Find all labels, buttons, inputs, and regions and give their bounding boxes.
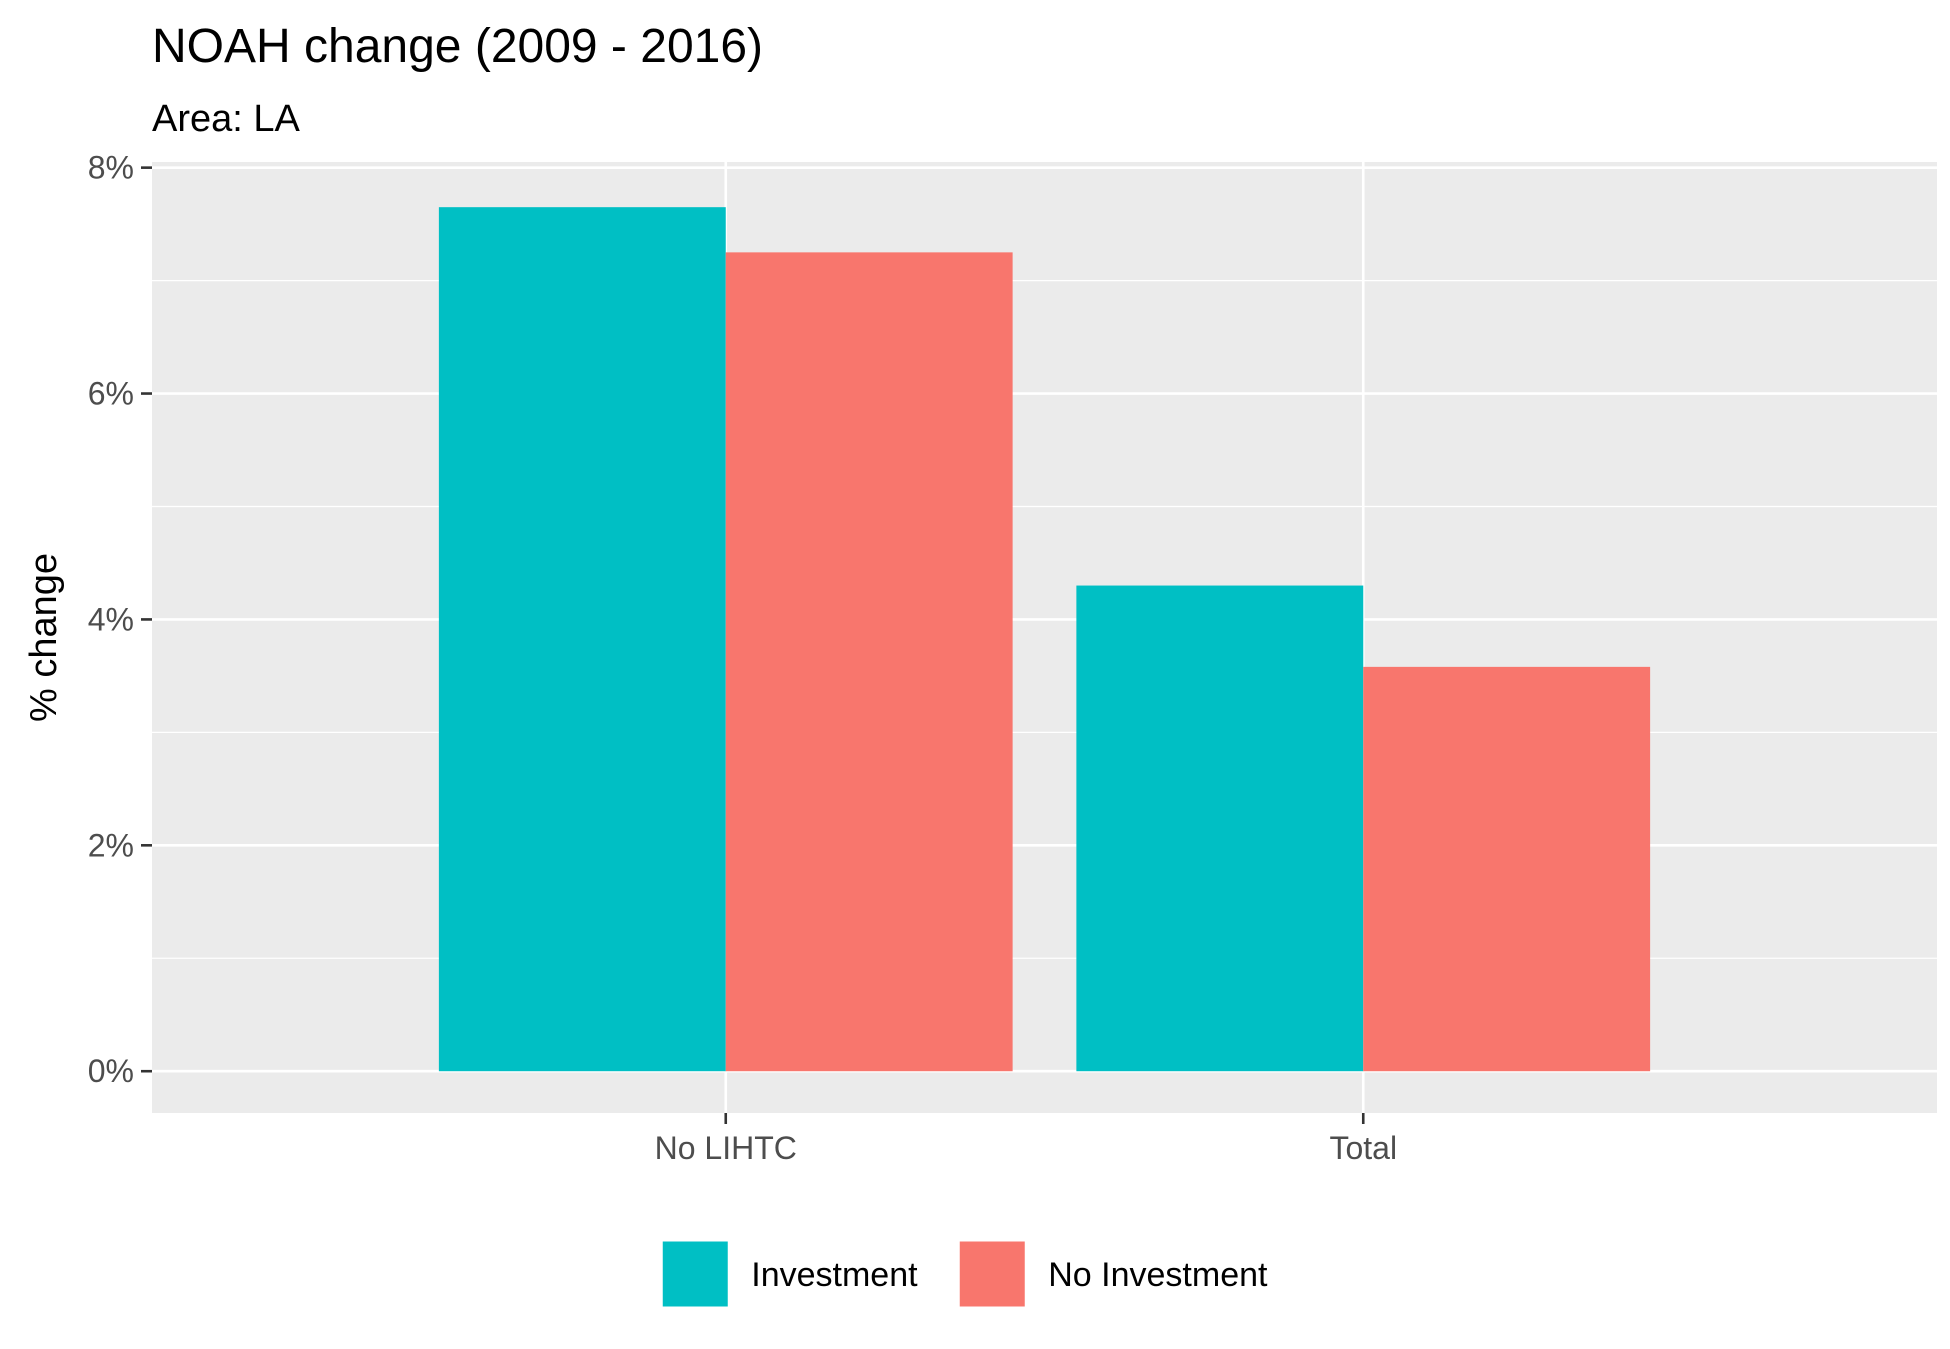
y-axis-title: % change bbox=[23, 553, 65, 722]
legend-key bbox=[659, 1238, 731, 1310]
y-tick-label: 0% bbox=[88, 1053, 134, 1089]
y-tick-label: 4% bbox=[88, 601, 134, 637]
bar bbox=[1076, 585, 1364, 1072]
bar bbox=[438, 207, 726, 1072]
axes: 0% 2% 4% 6% 8% No LIHTC Total bbox=[88, 150, 1397, 1166]
x-tick-label: Total bbox=[1329, 1130, 1397, 1166]
y-tick-label: 8% bbox=[88, 150, 134, 186]
legend-label: Investment bbox=[751, 1256, 918, 1294]
legend: Investment No Investment bbox=[659, 1238, 1268, 1310]
y-tick-label: 2% bbox=[88, 827, 134, 863]
bar bbox=[725, 252, 1013, 1072]
bar bbox=[1363, 666, 1651, 1072]
bars bbox=[438, 207, 1651, 1072]
legend-label: No Investment bbox=[1048, 1256, 1268, 1294]
chart-title: NOAH change (2009 - 2016) bbox=[152, 20, 763, 73]
legend-key bbox=[956, 1238, 1028, 1310]
y-tick-label: 6% bbox=[88, 376, 134, 412]
chart-subtitle: Area: LA bbox=[152, 98, 301, 140]
plot-panel bbox=[152, 162, 1937, 1113]
x-tick-label: No LIHTC bbox=[655, 1130, 797, 1166]
